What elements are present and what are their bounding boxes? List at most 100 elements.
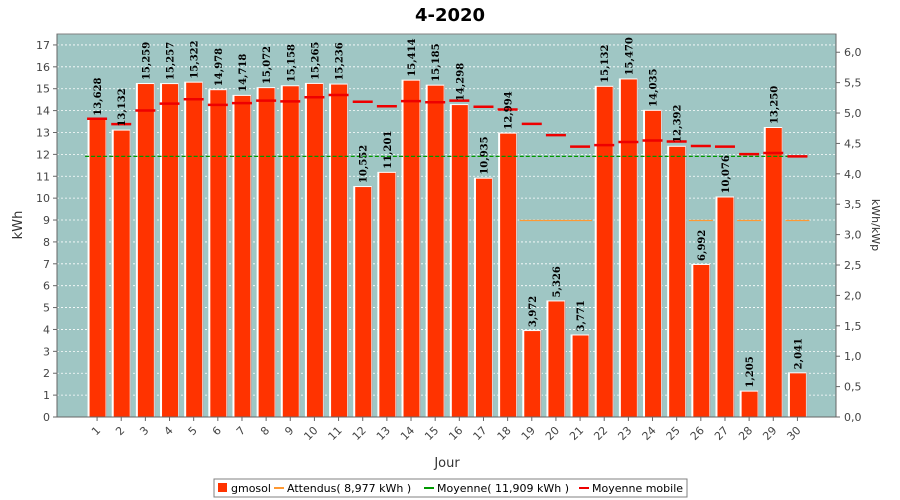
legend-item-label: Moyenne( 11,909 kWh ) — [437, 482, 569, 495]
data-label: 15,265 — [310, 42, 321, 80]
y-tick-label: 9 — [43, 214, 50, 227]
bar — [282, 86, 299, 417]
y-tick-label: 2 — [43, 367, 50, 380]
bar — [741, 391, 758, 417]
x-tick-label: 15 — [422, 424, 441, 443]
bar — [717, 197, 734, 417]
legend: gmosol Attendus( 8,977 kWh ) Moyenne( 11,9… — [213, 478, 688, 498]
x-tick-label: 27 — [712, 424, 731, 443]
data-label: 15,185 — [431, 43, 442, 81]
legend-swatch-bar — [218, 483, 227, 492]
x-tick-label: 1 — [89, 424, 103, 438]
x-tick-label: 5 — [186, 424, 200, 438]
data-label: 5,326 — [552, 266, 563, 297]
bar — [258, 88, 275, 417]
data-label: 13,132 — [117, 88, 128, 126]
bar — [331, 84, 348, 417]
bar — [186, 82, 203, 417]
y-tick-label: 16 — [36, 61, 50, 74]
data-label: 10,935 — [479, 136, 490, 174]
y-tick-label: 13 — [36, 126, 50, 139]
x-tick-label: 11 — [326, 424, 345, 443]
legend-item-label: Attendus( 8,977 kWh ) — [287, 482, 411, 495]
data-label: 14,035 — [649, 69, 660, 107]
y-tick-label: 15 — [36, 83, 50, 96]
reference-lines — [85, 93, 810, 222]
data-label: 10,076 — [721, 155, 732, 193]
data-label: 13,628 — [93, 77, 104, 115]
x-tick-label: 24 — [640, 424, 659, 443]
x-tick-label: 19 — [519, 424, 538, 443]
y-tick-label: 6 — [43, 280, 50, 293]
y-tick-label: 5 — [43, 302, 50, 315]
x-tick-label: 29 — [760, 424, 779, 443]
y-axis-right: 0,0 0,5 1,0 1,5 2,0 2,5 3,0 3,5 4,0 4,5 5,0 5,5 6,0 — [835, 34, 862, 424]
data-label: 10,552 — [359, 145, 370, 183]
x-tick-label: 30 — [784, 424, 803, 443]
data-label: 15,158 — [286, 44, 297, 82]
y2-tick-label: 0,0 — [844, 411, 862, 424]
bar — [524, 331, 541, 417]
y2-tick-label: 1,0 — [844, 350, 862, 363]
data-label: 15,257 — [166, 42, 177, 80]
legend-box — [213, 478, 688, 498]
y2-tick-label: 2,5 — [844, 259, 862, 272]
bar — [113, 130, 130, 417]
y-tick-label: 12 — [36, 148, 50, 161]
y2-axis-label: kWh/kWp — [869, 199, 882, 251]
data-label: 15,132 — [600, 45, 611, 83]
x-tick-label: 26 — [688, 424, 707, 443]
bar — [765, 128, 782, 417]
data-label: 12,392 — [673, 104, 684, 142]
bar — [500, 133, 517, 417]
x-tick-label: 4 — [162, 424, 176, 438]
bar — [403, 80, 420, 418]
legend-item-label: gmosol — [231, 482, 271, 495]
x-tick-label: 2 — [113, 424, 127, 438]
y-tick-label: 1 — [43, 389, 50, 402]
x-tick-label: 14 — [398, 424, 417, 443]
data-label: 15,236 — [335, 42, 346, 80]
x-tick-label: 13 — [374, 424, 393, 443]
legend-item-label: Moyenne mobile — [592, 482, 683, 495]
data-label: 13,250 — [769, 86, 780, 124]
data-label: 12,994 — [504, 91, 515, 129]
x-tick-label: 28 — [736, 424, 755, 443]
data-label: 15,322 — [190, 40, 201, 78]
data-label: 15,072 — [262, 46, 273, 84]
bar — [789, 373, 806, 417]
data-labels: 13,628 13,132 15,259 15,257 15,322 14,978 14,7… — [93, 37, 804, 388]
x-tick-label: 10 — [301, 424, 320, 443]
y2-tick-label: 3,0 — [844, 229, 862, 242]
x-tick-label: 8 — [258, 424, 272, 438]
x-tick-label: 9 — [282, 424, 296, 438]
x-tick-label: 17 — [471, 424, 490, 443]
y2-tick-label: 1,5 — [844, 320, 862, 333]
x-tick-label: 12 — [350, 424, 369, 443]
bar — [596, 86, 613, 417]
bar — [669, 146, 686, 417]
x-tick-label: 6 — [210, 424, 224, 438]
chart-title: 4-2020 — [415, 5, 485, 26]
bar — [427, 85, 444, 417]
bar — [645, 110, 662, 418]
y-tick-label: 7 — [43, 258, 50, 271]
data-label: 6,992 — [697, 230, 708, 261]
bar — [548, 301, 565, 417]
y-tick-label: 14 — [36, 105, 50, 118]
data-label: 11,201 — [383, 131, 394, 169]
x-tick-label: 16 — [446, 424, 465, 443]
x-tick-label: 21 — [567, 424, 586, 443]
y-tick-label: 4 — [43, 323, 50, 336]
bar — [693, 264, 710, 417]
y2-tick-label: 0,5 — [844, 381, 862, 394]
x-tick-label: 25 — [664, 424, 683, 443]
y-tick-label: 10 — [36, 192, 50, 205]
data-label: 14,978 — [214, 48, 225, 86]
y2-tick-label: 2,0 — [844, 289, 862, 302]
bars — [87, 78, 808, 418]
y-tick-label: 3 — [43, 345, 50, 358]
